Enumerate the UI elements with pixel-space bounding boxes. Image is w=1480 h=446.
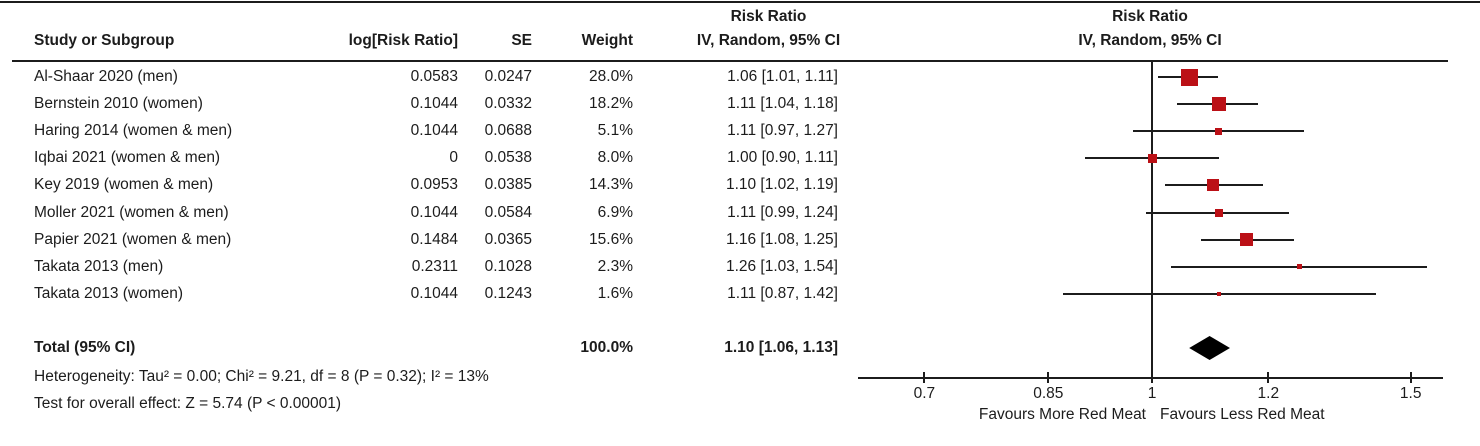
- se-cell: 0.1028: [484, 257, 532, 275]
- study-name-cell: Moller 2021 (women & men): [34, 203, 229, 221]
- log-risk-ratio-cell: 0.0953: [410, 176, 458, 194]
- log-risk-ratio-cell: 0.1044: [410, 284, 458, 302]
- log-risk-ratio-cell: 0.1484: [410, 230, 458, 248]
- weight-cell: 8.0%: [597, 149, 633, 167]
- weight-cell: 28.0%: [589, 68, 633, 85]
- overall-effect-note: Test for overall effect: Z = 5.74 (P < 0…: [34, 395, 342, 412]
- se-cell: 0.0584: [484, 203, 532, 221]
- study-name-cell: Key 2019 (women & men): [34, 176, 214, 194]
- risk-ratio-ci-cell: 1.26 [1.03, 1.54]: [725, 257, 838, 275]
- se-cell: 0.0247: [484, 68, 532, 85]
- se-cell: 0.0688: [484, 122, 532, 140]
- heterogeneity-note: Heterogeneity: Tau² = 0.00; Chi² = 9.21,…: [34, 368, 489, 385]
- effect-square: [1296, 264, 1302, 270]
- total-weight: 100.0%: [580, 339, 633, 356]
- study-name-cell: Al-Shaar 2020 (men): [34, 68, 178, 85]
- column-header-weight: Weight: [581, 32, 633, 49]
- axis-tick: [1409, 372, 1412, 383]
- se-cell: 0.0385: [484, 176, 532, 194]
- total-label: Total (95% CI): [34, 339, 136, 356]
- effect-square: [1216, 291, 1221, 296]
- study-row: Takata 2013 (women) 0.1044 0.1243 1.6% 1.11 …: [0, 284, 1480, 304]
- risk-ratio-ci-cell: 1.16 [1.08, 1.25]: [725, 230, 838, 248]
- favours-left-label: Favours More Red Meat: [978, 406, 1146, 423]
- effect-square: [1211, 97, 1226, 112]
- table-ci-group-header: Risk Ratio: [730, 8, 807, 25]
- axis-tick-label: 1.2: [1257, 385, 1280, 402]
- risk-ratio-ci-cell: 1.06 [1.01, 1.11]: [727, 68, 838, 85]
- log-risk-ratio-cell: 0.1044: [410, 203, 458, 221]
- axis-tick-label: 1: [1147, 385, 1157, 402]
- weight-cell: 6.9%: [597, 203, 633, 221]
- axis-tick-label: 1.5: [1399, 385, 1422, 402]
- effect-square: [1180, 68, 1198, 86]
- risk-ratio-ci-cell: 1.00 [0.90, 1.11]: [727, 149, 838, 167]
- effect-square: [1215, 127, 1223, 135]
- log-risk-ratio-cell: 0.1044: [410, 122, 458, 140]
- null-line: [1151, 62, 1153, 378]
- weight-cell: 18.2%: [589, 95, 633, 113]
- axis-tick: [1151, 372, 1153, 383]
- plot-header-method: IV, Random, 95% CI: [1078, 32, 1222, 49]
- effect-square: [1240, 233, 1254, 247]
- log-risk-ratio-cell: 0: [449, 149, 458, 167]
- total-ci: 1.10 [1.06, 1.13]: [724, 339, 838, 356]
- effect-square: [1206, 179, 1219, 192]
- total-row: Total (95% CI) 100.0% 1.10 [1.06, 1.13]: [0, 338, 1480, 358]
- figure-top-border: [0, 1, 1480, 3]
- effect-square: [1214, 208, 1223, 217]
- effect-square: [1147, 153, 1157, 163]
- axis-tick: [923, 372, 926, 383]
- risk-ratio-ci-cell: 1.10 [1.02, 1.19]: [725, 176, 838, 194]
- weight-cell: 14.3%: [589, 176, 633, 194]
- header-underline: [12, 60, 1448, 62]
- study-row: Takata 2013 (men) 0.2311 0.1028 2.3% 1.26 [1…: [0, 257, 1480, 277]
- log-risk-ratio-cell: 0.1044: [410, 95, 458, 113]
- axis-tick-label: 0.85: [1033, 385, 1064, 402]
- column-header-se: SE: [511, 32, 532, 49]
- log-risk-ratio-cell: 0.0583: [410, 68, 458, 85]
- weight-cell: 5.1%: [597, 122, 633, 140]
- risk-ratio-ci-cell: 1.11 [1.04, 1.18]: [727, 95, 838, 113]
- column-header-log-risk-ratio: log[Risk Ratio]: [348, 32, 458, 49]
- study-name-cell: Haring 2014 (women & men): [34, 122, 233, 140]
- study-row: Iqbai 2021 (women & men) 0 0.0538 8.0% 1.00 …: [0, 148, 1480, 168]
- se-cell: 0.0538: [484, 149, 532, 167]
- se-cell: 0.1243: [484, 284, 532, 302]
- x-axis-line: [858, 377, 1443, 379]
- log-risk-ratio-cell: 0.2311: [411, 257, 458, 275]
- weight-cell: 1.6%: [597, 284, 633, 302]
- favours-right-label: Favours Less Red Meat: [1160, 406, 1325, 423]
- risk-ratio-ci-cell: 1.11 [0.99, 1.24]: [727, 203, 838, 221]
- study-row: Haring 2014 (women & men) 0.1044 0.0688 5.1…: [0, 121, 1480, 141]
- axis-tick: [1267, 372, 1270, 383]
- study-row: Moller 2021 (women & men) 0.1044 0.0584 6.9…: [0, 203, 1480, 223]
- axis-tick-label: 0.7: [913, 385, 936, 402]
- study-name-cell: Takata 2013 (men): [34, 257, 164, 275]
- se-cell: 0.0332: [484, 95, 532, 113]
- weight-cell: 2.3%: [597, 257, 633, 275]
- study-name-cell: Takata 2013 (women): [34, 284, 184, 302]
- risk-ratio-ci-cell: 1.11 [0.97, 1.27]: [727, 122, 838, 140]
- column-header-ci: IV, Random, 95% CI: [696, 32, 841, 49]
- weight-cell: 15.6%: [589, 230, 633, 248]
- study-name-cell: Iqbai 2021 (women & men): [34, 149, 221, 167]
- plot-header-risk-ratio: Risk Ratio: [1112, 8, 1188, 25]
- study-row: Al-Shaar 2020 (men) 0.0583 0.0247 28.0% 1.06…: [0, 67, 1480, 87]
- study-name-cell: Bernstein 2010 (women): [34, 95, 203, 113]
- se-cell: 0.0365: [484, 230, 532, 248]
- study-row: Papier 2021 (women & men) 0.1484 0.0365 15.…: [0, 230, 1480, 250]
- risk-ratio-ci-cell: 1.11 [0.87, 1.42]: [727, 284, 838, 302]
- study-row: Bernstein 2010 (women) 0.1044 0.0332 18.2% 1…: [0, 94, 1480, 114]
- study-row: Key 2019 (women & men) 0.0953 0.0385 14.3% 1…: [0, 175, 1480, 195]
- axis-tick: [1047, 372, 1050, 383]
- column-header-study: Study or Subgroup: [34, 32, 175, 49]
- study-name-cell: Papier 2021 (women & men): [34, 230, 232, 248]
